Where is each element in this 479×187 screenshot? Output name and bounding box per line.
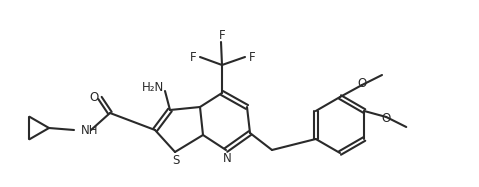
Text: NH: NH <box>81 123 99 137</box>
Text: N: N <box>223 153 231 165</box>
Text: S: S <box>172 154 180 166</box>
Text: F: F <box>219 28 225 42</box>
Text: H₂N: H₂N <box>142 80 164 94</box>
Text: F: F <box>190 50 196 64</box>
Text: O: O <box>90 91 99 103</box>
Text: O: O <box>382 111 391 125</box>
Text: O: O <box>357 76 366 90</box>
Text: F: F <box>249 50 255 64</box>
